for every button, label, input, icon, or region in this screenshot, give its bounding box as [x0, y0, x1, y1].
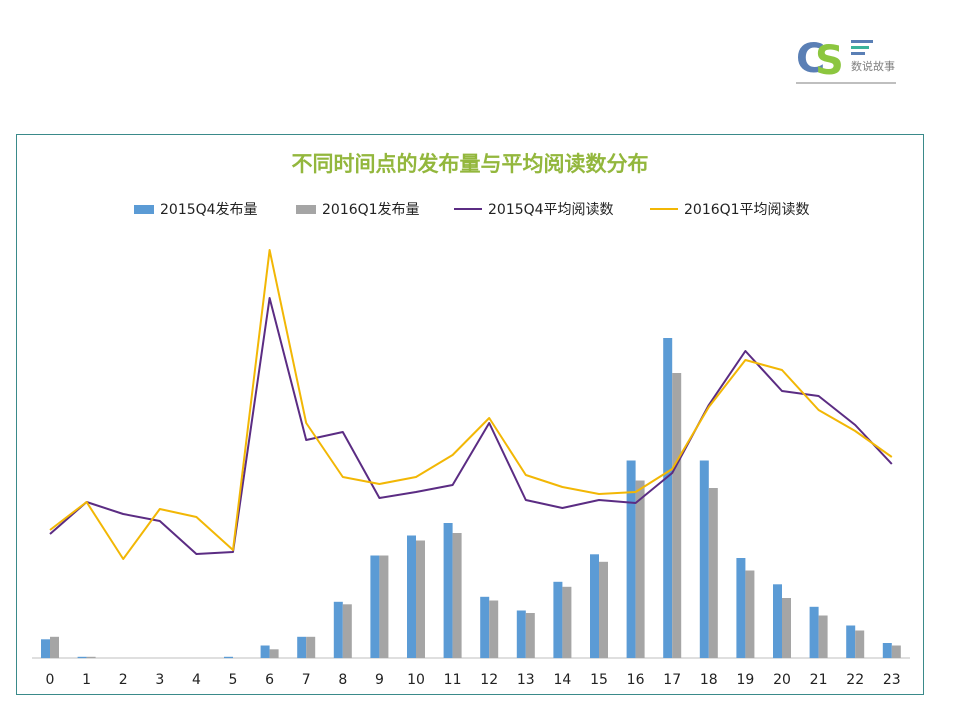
- bar-q4-23: [882, 643, 892, 658]
- line-q1-avg-reads: [49, 249, 893, 560]
- bar-q4-9: [370, 555, 380, 658]
- bar-q1-12: [489, 600, 499, 658]
- bar-q1-11: [452, 533, 462, 658]
- chart-frame: [16, 134, 924, 695]
- x-tick-11: 11: [444, 672, 462, 688]
- bar-q1-20: [782, 598, 791, 658]
- legend-swatch-q4-bar: [134, 204, 154, 214]
- legend-label-q1-line: 2016Q1平均阅读数: [684, 202, 810, 218]
- bar-q1-7: [306, 636, 316, 659]
- x-tick-13: 13: [517, 672, 535, 688]
- bar-q1-14: [562, 586, 572, 659]
- bar-q1-23: [891, 645, 901, 658]
- bar-q4-11: [443, 523, 453, 658]
- x-tick-10: 10: [407, 672, 425, 688]
- bar-q4-7: [297, 636, 307, 659]
- x-tick-23: 23: [883, 672, 901, 688]
- bar-q4-8: [333, 601, 343, 659]
- bar-q1-13: [525, 613, 535, 658]
- bar-q4-22: [846, 625, 856, 658]
- x-tick-7: 7: [302, 672, 311, 688]
- x-tick-20: 20: [773, 672, 791, 688]
- x-tick-21: 21: [810, 672, 828, 688]
- x-tick-1: 1: [82, 672, 91, 688]
- bar-q1-9: [379, 555, 389, 658]
- legend-item-q4-line: 2015Q4平均阅读数: [454, 199, 614, 219]
- bar-q1-1: [86, 656, 96, 659]
- bar-q4-0: [41, 639, 50, 659]
- bar-q1-6: [269, 649, 279, 659]
- bar-q1-0: [50, 636, 59, 659]
- x-tick-15: 15: [590, 672, 608, 688]
- legend-label-q1-bar: 2016Q1发布量: [322, 202, 420, 218]
- cs-logo: C S: [796, 36, 873, 84]
- bar-q1-17: [672, 373, 682, 658]
- bar-q1-18: [708, 488, 718, 658]
- bar-q4-21: [809, 606, 819, 659]
- x-tick-14: 14: [553, 672, 571, 688]
- legend-label-q4-bar: 2015Q4发布量: [160, 202, 258, 218]
- bar-q4-17: [663, 338, 673, 658]
- x-tick-18: 18: [700, 672, 718, 688]
- bar-q1-15: [599, 561, 608, 659]
- x-tick-19: 19: [736, 672, 754, 688]
- bar-q1-21: [818, 615, 828, 658]
- bar-q1-16: [635, 480, 645, 658]
- x-tick-16: 16: [627, 672, 645, 688]
- logo-underline: [796, 82, 896, 84]
- x-tick-0: 0: [46, 672, 55, 688]
- legend-item-q1-bar: 2016Q1发布量: [296, 199, 420, 219]
- legend-swatch-q1-line: [650, 208, 678, 210]
- x-tick-9: 9: [375, 672, 384, 688]
- x-tick-17: 17: [663, 672, 681, 688]
- bar-q4-18: [699, 460, 709, 658]
- bar-q4-15: [590, 554, 599, 659]
- legend-swatch-q4-line: [454, 208, 482, 210]
- bar-q4-1: [77, 656, 87, 659]
- logo-letter-c: C: [796, 36, 825, 82]
- bar-q4-13: [516, 610, 526, 658]
- bar-q1-10: [416, 540, 425, 658]
- x-tick-6: 6: [265, 672, 274, 688]
- bar-q4-6: [260, 645, 270, 658]
- x-tick-2: 2: [119, 672, 128, 688]
- x-tick-3: 3: [155, 672, 164, 688]
- logo-letter-s: S: [815, 38, 844, 84]
- x-tick-labels: 0 1 2 3 4 5 6 7 8 9 10 11 12 13 14 15 16 17 18 19 20 21 22 23: [46, 672, 901, 688]
- x-tick-8: 8: [338, 672, 347, 688]
- bar-q4-5: [224, 656, 233, 659]
- x-tick-12: 12: [480, 672, 498, 688]
- bar-q1-22: [855, 630, 865, 658]
- chart-title: 不同时间点的发布量与平均阅读数分布: [291, 152, 649, 176]
- logo-text: 数说故事: [851, 60, 895, 73]
- bar-q1-8: [342, 604, 352, 659]
- bars-group: [41, 338, 901, 659]
- bar-q4-19: [736, 558, 746, 658]
- legend: 2015Q4发布量 2016Q1发布量 2015Q4平均阅读数 2016Q1平均…: [0, 199, 960, 219]
- bar-q4-10: [407, 535, 416, 658]
- bar-q4-14: [553, 581, 563, 659]
- bar-q4-16: [626, 460, 636, 658]
- lines-group: [49, 249, 893, 560]
- legend-item-q4-bar: 2015Q4发布量: [134, 199, 258, 219]
- x-tick-5: 5: [229, 672, 238, 688]
- line-q4-avg-reads: [49, 297, 893, 555]
- bar-q4-12: [480, 596, 490, 659]
- bar-q1-19: [745, 570, 755, 658]
- x-tick-22: 22: [846, 672, 864, 688]
- legend-item-q1-line: 2016Q1平均阅读数: [650, 199, 810, 219]
- legend-swatch-q1-bar: [296, 204, 316, 214]
- bar-q4-20: [773, 584, 782, 659]
- legend-label-q4-line: 2015Q4平均阅读数: [488, 202, 614, 218]
- x-tick-4: 4: [192, 672, 201, 688]
